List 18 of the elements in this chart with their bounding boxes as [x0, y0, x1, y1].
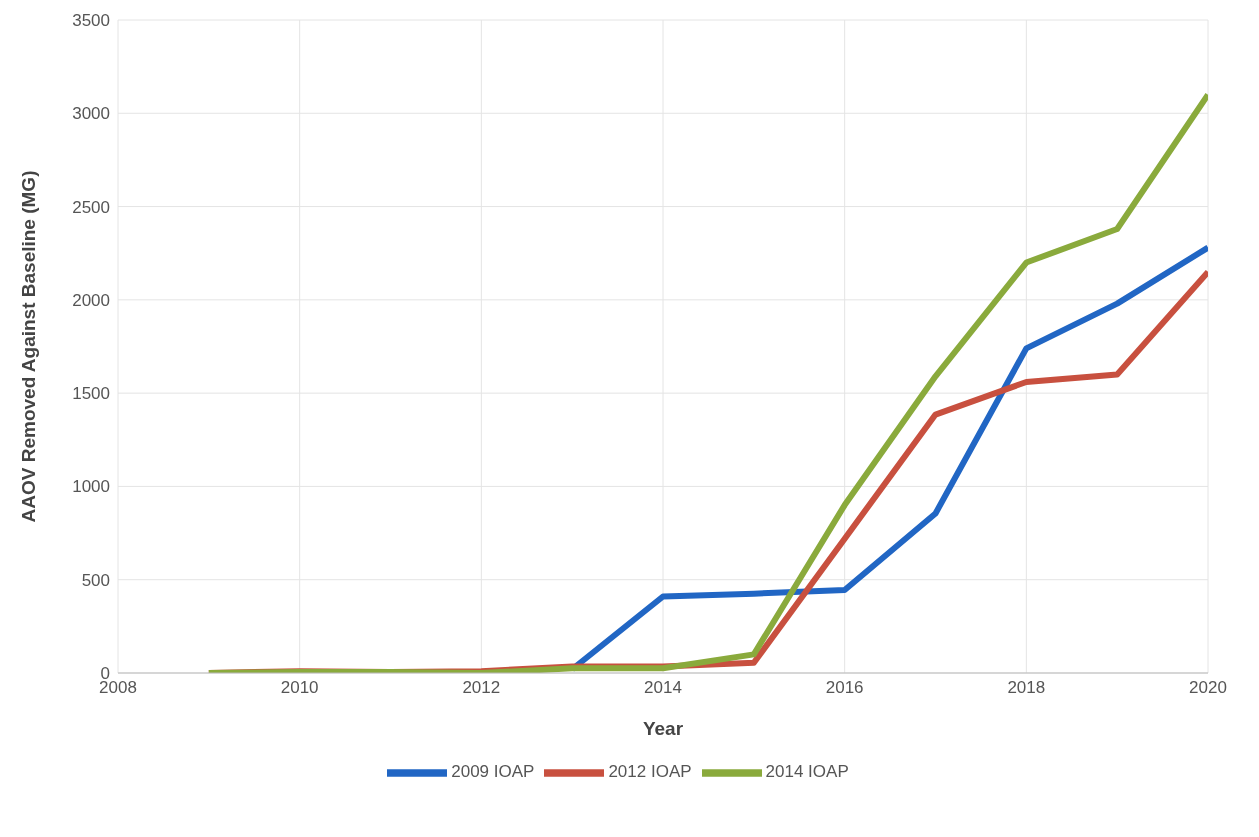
legend-label: 2014 IOAP [765, 762, 849, 782]
y-tick-label: 1000 [72, 477, 110, 497]
x-tick-label: 2010 [280, 678, 319, 698]
x-axis-title: Year [642, 718, 684, 739]
y-tick-label: 3500 [72, 11, 110, 31]
legend-label: 2012 IOAP [608, 762, 692, 782]
x-tick-label: 2020 [1189, 678, 1227, 698]
y-tick-label: 500 [81, 570, 110, 590]
y-tick-label: 3000 [72, 104, 110, 124]
x-tick-label: 2014 [644, 678, 682, 698]
y-tick-label: 2500 [72, 197, 110, 217]
y-tick-label: 1500 [72, 384, 110, 404]
y-axis-title: AAOV Removed Against Baseline (MG) [17, 170, 39, 523]
y-tick-label: 2000 [72, 290, 110, 310]
x-tick-label: 2012 [462, 678, 501, 698]
x-tick-label: 2018 [1007, 678, 1046, 698]
x-tick-label: 2016 [825, 678, 864, 698]
legend-label: 2009 IOAP [451, 762, 535, 782]
